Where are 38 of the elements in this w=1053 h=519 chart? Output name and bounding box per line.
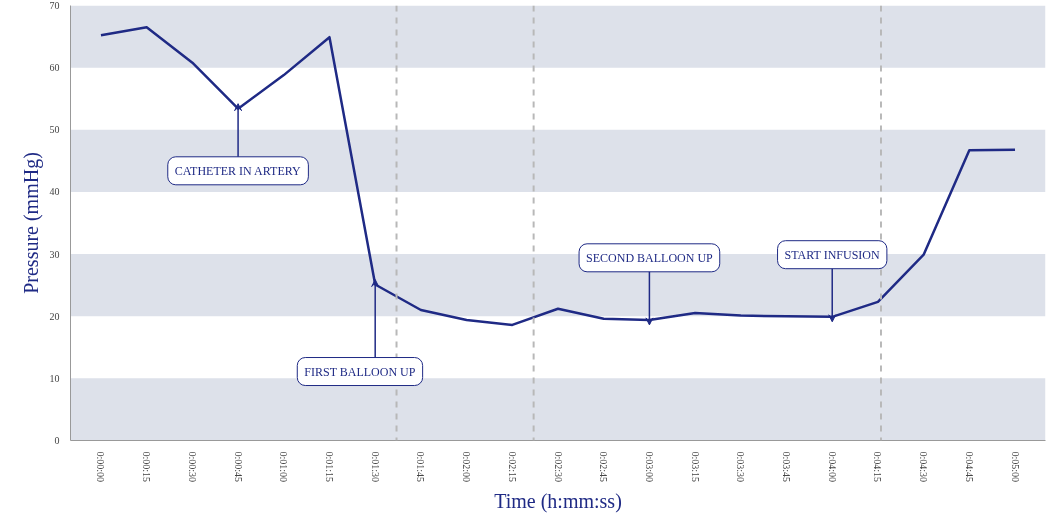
annotation: CATHETER IN ARTERY bbox=[174, 163, 302, 178]
x-tick-label: 0:04:45 bbox=[963, 451, 975, 483]
y-tick-label: 50 bbox=[49, 124, 60, 136]
y-tick-label: 40 bbox=[49, 186, 60, 198]
x-tick-label: 0:03:45 bbox=[781, 451, 793, 483]
y-tick-label: 70 bbox=[49, 0, 60, 11]
x-axis-title: Time (h:mm:ss) bbox=[494, 490, 622, 514]
x-tick-label: 0:00:15 bbox=[141, 451, 153, 483]
y-tick-label: 30 bbox=[49, 248, 60, 260]
x-tick-label: 0:02:30 bbox=[552, 451, 564, 483]
x-tick-label: 0:00:45 bbox=[232, 451, 244, 483]
annotation: FIRST BALLOON UP bbox=[304, 364, 416, 379]
x-tick-label: 0:02:00 bbox=[461, 451, 473, 483]
annotation: SECOND BALLOON UP bbox=[586, 250, 714, 265]
x-tick-label: 0:04:00 bbox=[826, 451, 838, 483]
annotation: START INFUSION bbox=[784, 247, 880, 262]
x-tick-label: 0:01:15 bbox=[323, 451, 335, 483]
x-tick-label: 0:00:30 bbox=[186, 451, 198, 483]
x-tick-label: 0:04:15 bbox=[872, 451, 884, 483]
point bbox=[828, 314, 837, 323]
x-tick-label: 0:02:45 bbox=[598, 451, 610, 483]
x-tick-label: 0:00:00 bbox=[95, 451, 107, 483]
y-tick-label: 20 bbox=[49, 310, 60, 322]
x-tick-label: 0:03:15 bbox=[689, 451, 701, 483]
x-tick-label: 0:01:45 bbox=[415, 451, 427, 483]
x-tick-label: 0:03:00 bbox=[643, 451, 655, 483]
point bbox=[234, 103, 243, 112]
y-tick-label: 10 bbox=[49, 372, 60, 384]
x-tick-label: 0:05:00 bbox=[1009, 451, 1021, 483]
y-axis-title: Pressure (mmHg) bbox=[19, 152, 43, 294]
x-tick-label: 0:01:30 bbox=[369, 451, 381, 483]
y-tick-label: 60 bbox=[49, 62, 60, 74]
point bbox=[645, 317, 654, 326]
x-tick-label: 0:02:15 bbox=[506, 451, 518, 483]
x-tick-label: 0:03:30 bbox=[735, 451, 747, 483]
y-tick-label: 0 bbox=[54, 435, 60, 446]
x-tick-label: 0:01:00 bbox=[278, 451, 290, 483]
x-tick-label: 0:04:30 bbox=[918, 451, 930, 483]
